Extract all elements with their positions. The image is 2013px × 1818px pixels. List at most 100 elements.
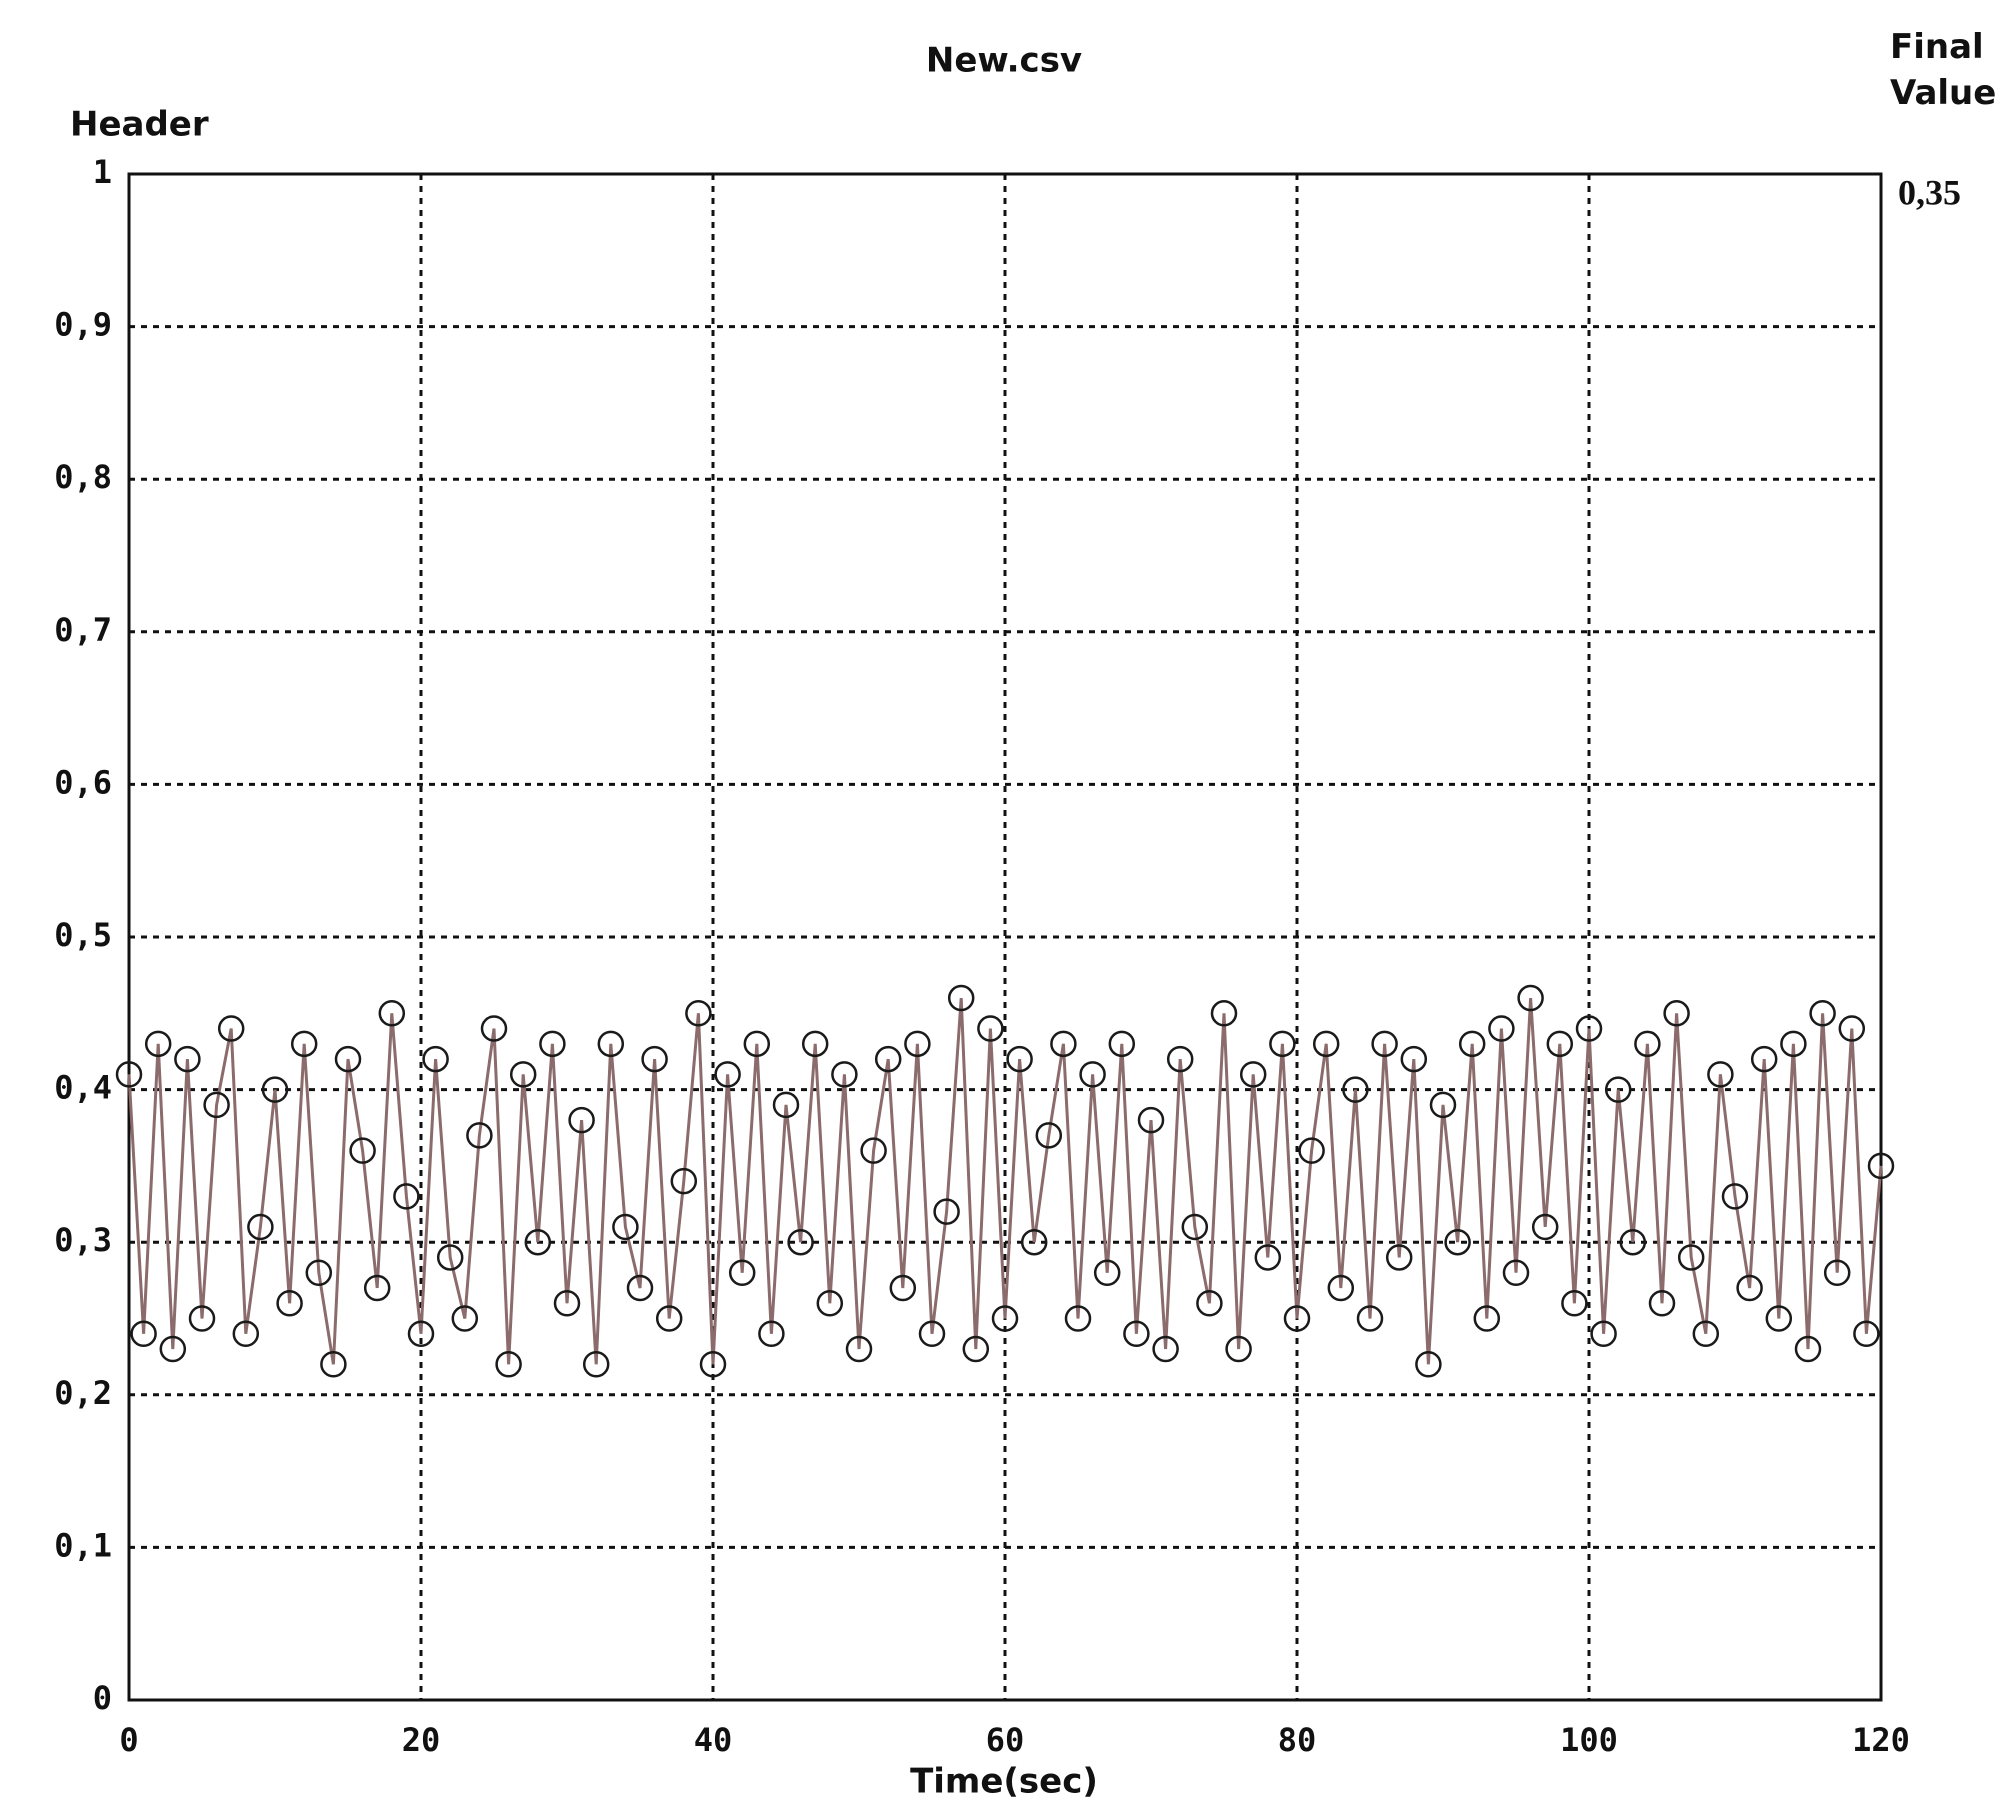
data-point <box>772 1091 800 1119</box>
data-point <box>203 1091 230 1119</box>
y-tick-label: 0,4 <box>54 1069 112 1107</box>
data-point <box>1239 1061 1267 1088</box>
y-tick-label: 0,2 <box>54 1374 112 1412</box>
data-point <box>1648 1289 1676 1317</box>
x-tick-label: 120 <box>1852 1721 1910 1759</box>
x-tick-label: 100 <box>1560 1721 1618 1759</box>
data-point <box>1064 1305 1092 1332</box>
data-point <box>685 1000 712 1027</box>
data-point <box>845 1335 873 1363</box>
data-point <box>1488 1015 1515 1042</box>
data-point <box>728 1259 756 1286</box>
data-point <box>407 1320 435 1348</box>
data-point <box>422 1045 449 1073</box>
data-point <box>1356 1305 1384 1332</box>
data-point <box>933 1198 960 1225</box>
data-point <box>1707 1061 1734 1088</box>
data-point <box>1736 1274 1763 1302</box>
data-point <box>1283 1305 1311 1332</box>
data-point <box>290 1030 318 1058</box>
data-point <box>1531 1213 1559 1241</box>
data-point <box>758 1320 785 1348</box>
data-point <box>801 1030 829 1058</box>
data-point <box>305 1259 333 1286</box>
data-point <box>641 1045 668 1073</box>
data-point <box>568 1106 595 1134</box>
data-point <box>1809 1000 1836 1027</box>
data-point <box>991 1305 1019 1332</box>
data-point <box>1692 1320 1720 1348</box>
data-point <box>1020 1228 1048 1256</box>
data-point <box>1166 1045 1194 1073</box>
final-value: 0,35 <box>1898 172 1961 212</box>
data-point <box>1590 1320 1617 1348</box>
data-point <box>597 1030 625 1058</box>
x-axis-label: Time(sec) <box>910 1762 1098 1802</box>
data-point <box>217 1015 245 1042</box>
data-point <box>1269 1030 1296 1058</box>
y-tick-label: 0,5 <box>54 916 112 954</box>
data-point <box>1619 1228 1647 1256</box>
data-point <box>1663 1000 1690 1027</box>
y-tick-label: 0,8 <box>54 458 112 496</box>
data-point <box>436 1244 464 1271</box>
data-point <box>1050 1030 1077 1058</box>
data-point <box>1123 1320 1150 1348</box>
x-tick-label: 20 <box>402 1721 441 1759</box>
data-point <box>860 1137 887 1164</box>
data-point <box>1035 1122 1063 1149</box>
data-point <box>276 1289 303 1317</box>
data-point <box>1371 1030 1398 1058</box>
data-point <box>1444 1228 1471 1256</box>
data-point <box>524 1228 552 1256</box>
data-point <box>1575 1015 1603 1042</box>
data-point <box>1079 1061 1106 1088</box>
data-point <box>1546 1030 1574 1058</box>
data-point <box>1415 1351 1442 1378</box>
data-point <box>743 1030 771 1058</box>
data-point <box>1823 1259 1851 1286</box>
data-point <box>159 1335 187 1363</box>
data-point <box>904 1030 931 1058</box>
data-point <box>699 1351 727 1378</box>
data-point <box>1750 1045 1778 1073</box>
y-tick-label: 0,9 <box>54 306 112 344</box>
data-point <box>115 1061 143 1088</box>
data-point <box>714 1061 741 1088</box>
data-point <box>1458 1030 1486 1058</box>
data-point <box>1634 1030 1661 1058</box>
data-point <box>787 1228 814 1256</box>
data-point <box>1765 1305 1793 1332</box>
data-point <box>509 1061 537 1088</box>
data-point <box>363 1274 391 1302</box>
data-point <box>612 1213 639 1241</box>
data-point <box>334 1045 362 1073</box>
data-point <box>918 1320 946 1348</box>
y-tick-label: 0 <box>93 1679 112 1717</box>
data-point <box>261 1076 289 1103</box>
y-tick-label: 0,7 <box>54 611 112 649</box>
data-point <box>1473 1305 1501 1332</box>
data-point <box>1225 1335 1252 1363</box>
x-tick-label: 0 <box>119 1721 138 1759</box>
final-value-title-box: Final Value <box>1890 27 1996 113</box>
data-point <box>1298 1137 1325 1164</box>
y-tick-label: 1 <box>93 153 112 191</box>
data-point <box>451 1305 479 1332</box>
data-point <box>174 1045 201 1073</box>
series-line <box>127 997 1883 1365</box>
data-point <box>1502 1259 1530 1286</box>
data-point <box>1006 1045 1033 1073</box>
data-point <box>1867 1152 1895 1180</box>
data-point <box>378 1000 406 1027</box>
y-tick-label: 0,1 <box>54 1526 112 1564</box>
data-point <box>1137 1106 1165 1134</box>
data-point <box>1429 1091 1457 1119</box>
data-point <box>962 1335 990 1363</box>
data-point <box>1254 1244 1282 1271</box>
y-axis-label: Header <box>70 105 209 145</box>
data-point <box>1210 1000 1238 1027</box>
data-point <box>1721 1183 1749 1210</box>
data-point <box>232 1320 260 1348</box>
